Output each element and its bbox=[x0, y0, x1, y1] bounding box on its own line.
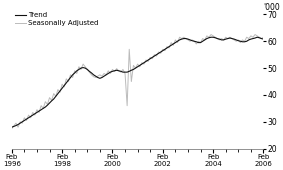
Trend bbox=[247, 39, 250, 41]
Trend bbox=[180, 38, 183, 40]
Trend bbox=[262, 38, 265, 40]
Trend bbox=[209, 36, 213, 38]
Trend bbox=[167, 46, 171, 48]
Trend bbox=[69, 76, 72, 79]
Text: '000: '000 bbox=[263, 3, 280, 12]
Seasonally Adjusted bbox=[167, 47, 171, 49]
Line: Seasonally Adjusted: Seasonally Adjusted bbox=[12, 35, 263, 129]
Seasonally Adjusted bbox=[69, 74, 72, 76]
Seasonally Adjusted bbox=[247, 38, 250, 40]
Seasonally Adjusted bbox=[180, 38, 183, 40]
Seasonally Adjusted bbox=[209, 33, 213, 36]
Seasonally Adjusted bbox=[35, 109, 39, 111]
Line: Trend: Trend bbox=[12, 37, 263, 127]
Legend: Trend, Seasonally Adjusted: Trend, Seasonally Adjusted bbox=[15, 13, 99, 26]
Seasonally Adjusted bbox=[117, 70, 121, 72]
Trend bbox=[10, 126, 14, 128]
Seasonally Adjusted bbox=[262, 36, 265, 38]
Trend bbox=[117, 70, 121, 72]
Seasonally Adjusted bbox=[10, 128, 14, 130]
Trend bbox=[35, 111, 39, 113]
